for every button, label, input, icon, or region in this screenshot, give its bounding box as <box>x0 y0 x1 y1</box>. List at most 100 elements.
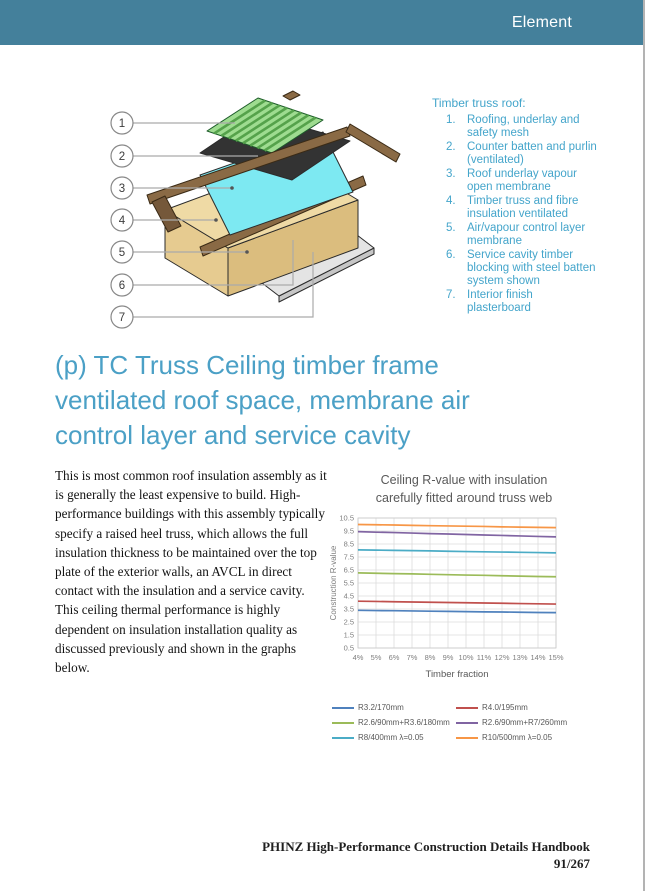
svg-text:11%: 11% <box>477 653 492 662</box>
svg-text:9%: 9% <box>443 653 454 662</box>
svg-text:8%: 8% <box>425 653 436 662</box>
legend-item: R4.0/195mm <box>456 700 594 715</box>
counter-batten-rail <box>146 126 351 205</box>
header-bar: Element <box>0 0 644 45</box>
page-title-line-3: control layer and service cavity <box>55 420 411 450</box>
svg-text:6%: 6% <box>389 653 400 662</box>
truss-layer-list: Timber truss roof: 1. Roofing, underlay a… <box>432 96 604 316</box>
legend-item: R8/400mm λ=0.05 <box>332 730 456 745</box>
callout-leader-lines <box>133 122 314 318</box>
roofing-corrugations <box>213 99 317 152</box>
callout-number-2: 2 <box>119 151 125 163</box>
callout-number-1: 1 <box>119 118 125 130</box>
legend-label: R2.6/90mm+R3.6/180mm <box>358 718 450 727</box>
legend-label: R8/400mm λ=0.05 <box>358 733 424 742</box>
truss-item-text: Timber truss and fibre insulation ventil… <box>467 195 579 220</box>
legend-label: R4.0/195mm <box>482 703 528 712</box>
callout-circles: 1 2 3 4 5 6 7 <box>110 111 134 329</box>
svg-text:4.5: 4.5 <box>344 592 354 601</box>
callout-number-4: 4 <box>119 215 126 227</box>
truss-item-number: 3. <box>446 168 456 180</box>
ridge-cap-timber <box>282 90 301 101</box>
rafter-tail <box>151 195 182 233</box>
roof-assembly-diagram: 1 2 3 4 5 6 7 <box>110 90 401 329</box>
truss-item-text: Air/vapour control layer membrane <box>467 222 586 247</box>
chart-title-line-2: carefully fitted around truss web <box>375 491 553 505</box>
svg-text:8.5: 8.5 <box>344 540 354 549</box>
svg-text:10.5: 10.5 <box>339 514 354 523</box>
page-footer: PHINZ High-Performance Construction Deta… <box>262 838 590 872</box>
truss-item-number: 6. <box>446 249 456 261</box>
truss-list-item: 1. Roofing, underlay and safety mesh <box>432 114 604 140</box>
svg-text:1.5: 1.5 <box>344 631 354 640</box>
truss-item-number: 1. <box>446 114 456 126</box>
callout-end-dots <box>214 186 249 254</box>
callout-number-3: 3 <box>119 183 125 195</box>
footer-page-number: 91/267 <box>553 856 590 871</box>
chart-legend: R3.2/170mm R4.0/195mm R2.6/90mm+R3.6/180mm… <box>332 700 594 745</box>
footer-title: PHINZ High-Performance Construction Deta… <box>262 839 590 854</box>
page-title-line-1: (p) TC Truss Ceiling timber frame <box>55 350 439 380</box>
callout-number-5: 5 <box>119 247 125 259</box>
svg-text:4%: 4% <box>353 653 364 662</box>
truss-list-item: 4. Timber truss and fibre insulation vent… <box>432 195 604 221</box>
svg-text:14%: 14% <box>530 653 545 662</box>
r-value-line-chart: 0.5 1.5 2.5 3.5 4.5 5.5 6.5 7.5 8.5 9.5 10.5 4% 5% 6%… <box>329 514 564 680</box>
truss-list-item: 2. Counter batten and purlin (ventilated) <box>432 141 604 167</box>
legend-label: R10/500mm λ=0.05 <box>482 733 553 742</box>
legend-swatch <box>332 736 354 739</box>
chart-title-line-1: Ceiling R-value with insulation <box>380 473 548 487</box>
legend-item: R2.6/90mm+R3.6/180mm <box>332 715 456 730</box>
truss-list-item: 3. Roof underlay vapour open membrane <box>432 168 604 194</box>
svg-text:6.5: 6.5 <box>344 566 354 575</box>
truss-list-item: 5. Air/vapour control layer membrane <box>432 222 604 248</box>
truss-list-item: 7. Interior finish plasterboard <box>432 289 604 315</box>
page-title-line-2: ventilated roof space, membrane air <box>55 385 470 415</box>
header-title: Element <box>511 13 572 31</box>
truss-item-number: 5. <box>446 222 456 234</box>
truss-item-number: 2. <box>446 141 456 153</box>
legend-swatch <box>332 706 354 709</box>
counter-batten-rail-right <box>345 123 401 163</box>
legend-item: R3.2/170mm <box>332 700 456 715</box>
chart-title: Ceiling R-value with insulation carefull… <box>328 471 600 507</box>
truss-list-items: 1. Roofing, underlay and safety mesh 2. Cou… <box>432 114 604 315</box>
svg-text:12%: 12% <box>494 653 509 662</box>
svg-text:0.5: 0.5 <box>344 644 354 653</box>
svg-text:3.5: 3.5 <box>344 605 354 614</box>
legend-swatch <box>456 706 478 709</box>
scrollbar-track[interactable] <box>643 0 645 891</box>
legend-swatch <box>332 721 354 724</box>
legend-label: R3.2/170mm <box>358 703 404 712</box>
svg-text:7%: 7% <box>407 653 418 662</box>
legend-label: R2.6/90mm+R7/260mm <box>482 718 568 727</box>
page-title: (p) TC Truss Ceiling timber frame ventil… <box>55 348 615 453</box>
truss-item-number: 4. <box>446 195 456 207</box>
truss-item-number: 7. <box>446 289 456 301</box>
x-axis-title: Timber fraction <box>426 669 489 680</box>
truss-item-text: Interior finish plasterboard <box>467 289 533 314</box>
body-paragraph: This is most common roof insulation asse… <box>55 468 327 676</box>
truss-item-text: Roof underlay vapour open membrane <box>467 168 577 193</box>
svg-text:10%: 10% <box>458 653 473 662</box>
callout-number-6: 6 <box>119 280 125 292</box>
legend-swatch <box>456 736 478 739</box>
svg-text:9.5: 9.5 <box>344 527 354 536</box>
y-axis-title: Construction R-value <box>329 545 338 620</box>
svg-text:15%: 15% <box>548 653 563 662</box>
legend-swatch <box>456 721 478 724</box>
legend-item: R10/500mm λ=0.05 <box>456 730 594 745</box>
svg-text:5.5: 5.5 <box>344 579 354 588</box>
svg-text:2.5: 2.5 <box>344 618 354 627</box>
truss-list-title: Timber truss roof: <box>432 96 526 110</box>
truss-item-text: Service cavity timber blocking with stee… <box>467 249 596 287</box>
svg-text:5%: 5% <box>371 653 382 662</box>
svg-text:7.5: 7.5 <box>344 553 354 562</box>
legend-item: R2.6/90mm+R7/260mm <box>456 715 594 730</box>
truss-item-text: Counter batten and purlin (ventilated) <box>467 141 597 166</box>
callout-number-7: 7 <box>119 312 125 324</box>
truss-list-item: 6. Service cavity timber blocking with st… <box>432 249 604 288</box>
truss-item-text: Roofing, underlay and safety mesh <box>467 114 580 139</box>
svg-text:13%: 13% <box>512 653 527 662</box>
